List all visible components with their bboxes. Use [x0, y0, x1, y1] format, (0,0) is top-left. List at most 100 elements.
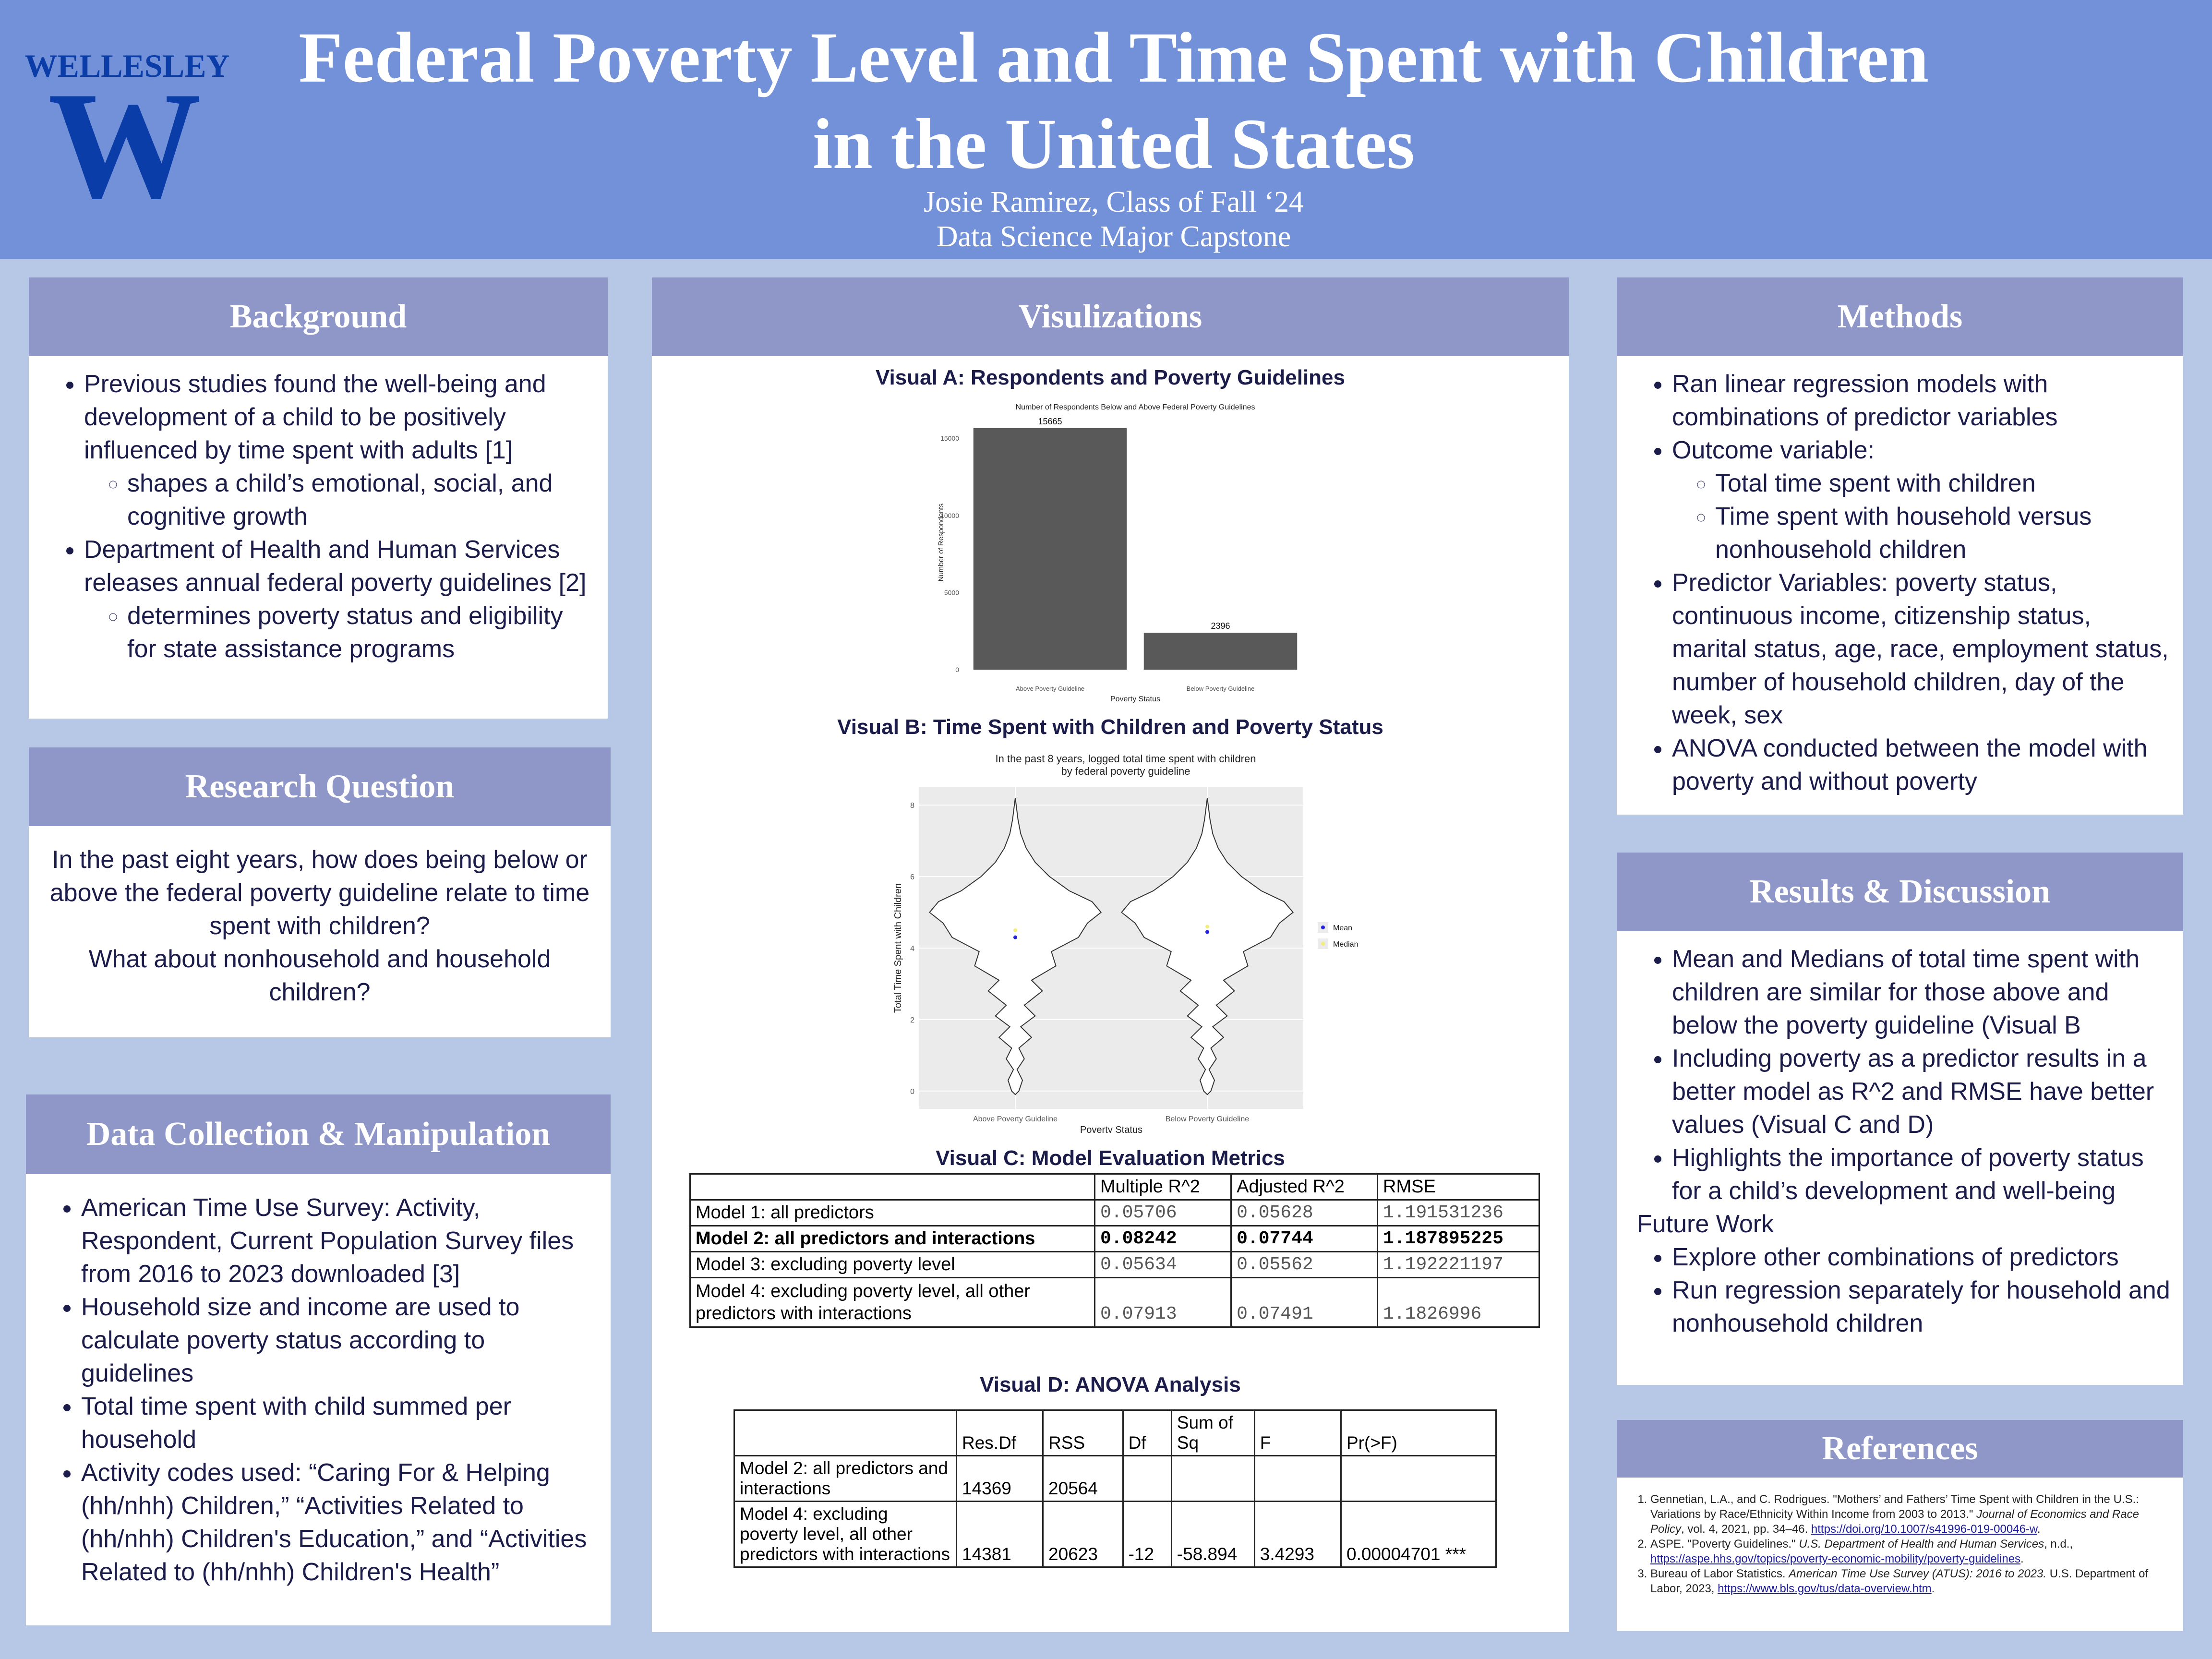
reference-item: Gennetian, L.A., and C. Rodrigues. "Moth… [1650, 1492, 2164, 1537]
reference-link[interactable]: https://doi.org/10.1007/s41996-019-00046… [1811, 1523, 2037, 1536]
table-cell [1253, 1455, 1342, 1502]
table-cell: 1.191531236 [1377, 1199, 1540, 1226]
respondents-bar-chart: Number of Respondents Below and Above Fe… [937, 403, 1298, 703]
data-label: 2396 [1211, 621, 1230, 631]
logo-wordmark: WELLESLEY [24, 50, 229, 84]
results-heading: Results & Discussion [1617, 853, 2183, 931]
legend-key [1321, 942, 1325, 946]
row-label: Model 4: excluding poverty level, all ot… [689, 1277, 1095, 1328]
results-panel: Mean and Medians of total time spent wit… [1617, 931, 2183, 1385]
column-header: Adjusted R^2 [1230, 1173, 1379, 1201]
chart-title: Number of Respondents Below and Above Fe… [1016, 403, 1255, 411]
column-header: RSS [1042, 1409, 1124, 1456]
data-collection-panel: American Time Use Survey: Activity, Resp… [26, 1174, 611, 1625]
row-label: Model 3: excluding poverty level [689, 1251, 1095, 1278]
bar [1143, 633, 1298, 670]
author-name: Josie Ramirez, Class of Fall ‘24 [923, 186, 1304, 218]
table-header-row: Multiple R^2 Adjusted R^2 RMSE [689, 1173, 1540, 1201]
wellesley-logo: WELLESLEY W [24, 50, 229, 204]
x-tick-label: Above Poverty Guideline [973, 1115, 1058, 1123]
y-tick-label: 0 [955, 666, 959, 673]
y-tick-label: 0 [910, 1088, 914, 1096]
reference-item: ASPE. "Poverty Guidelines." U.S. Departm… [1650, 1537, 2164, 1566]
legend-label: Mean [1333, 924, 1352, 932]
title-line-2: in the United States [812, 104, 1415, 184]
methods-item: Outcome variable: Total time spent with … [1672, 434, 2169, 566]
column-header: Res.Df [955, 1409, 1044, 1456]
row-label: Model 1: all predictors [689, 1199, 1095, 1226]
table-cell: 0.05706 [1094, 1199, 1232, 1226]
author-block: Josie Ramirez, Class of Fall ‘24 Data Sc… [624, 185, 1603, 254]
column-header: Multiple R^2 [1094, 1173, 1232, 1201]
methods-item: Ran linear regression models with combin… [1672, 368, 2169, 434]
title-line-1: Federal Poverty Level and Time Spent wit… [299, 18, 1929, 97]
table-cell: 20623 [1042, 1501, 1124, 1568]
column-header: Sum of Sq [1170, 1409, 1255, 1456]
data-collection-item: Activity codes used: “Caring For & Helpi… [81, 1456, 596, 1589]
methods-item: Predictor Variables: poverty status, con… [1672, 566, 2169, 732]
bar [973, 428, 1127, 670]
chart-subtitle: by federal poverty guideline [1061, 765, 1190, 777]
research-question-1: In the past eight years, how does being … [49, 846, 590, 940]
visual-b-title: Visual B: Time Spent with Children and P… [837, 715, 1383, 739]
table-row: Model 4: excluding poverty level, all ot… [733, 1501, 1497, 1568]
data-collection-item: Total time spent with child summed per h… [81, 1390, 596, 1456]
table-cell: 0.05628 [1230, 1199, 1379, 1226]
table-cell [1340, 1455, 1497, 1502]
future-work-label: Future Work [1637, 1210, 1774, 1238]
background-heading: Background [29, 277, 608, 356]
violin-shape [1120, 798, 1294, 1095]
results-item: Mean and Medians of total time spent wit… [1672, 943, 2169, 1042]
table-cell: -58.894 [1170, 1501, 1255, 1568]
data-collection-item: American Time Use Survey: Activity, Resp… [81, 1191, 596, 1291]
table-row: Model 4: excluding poverty level, all ot… [689, 1277, 1540, 1328]
column-header: F [1253, 1409, 1342, 1456]
table-cell: 0.07491 [1230, 1277, 1379, 1328]
x-axis-label: Poverty Status [1110, 695, 1160, 703]
results-item: Including poverty as a predictor results… [1672, 1042, 2169, 1142]
research-question-panel: In the past eight years, how does being … [29, 826, 611, 1037]
visual-d-title: Visual D: ANOVA Analysis [980, 1373, 1241, 1396]
background-subitem: determines poverty status and eligibilit… [127, 600, 589, 666]
table-cell: -12 [1122, 1501, 1172, 1568]
background-subitem: shapes a child’s emotional, social, and … [127, 467, 589, 533]
y-tick-label: 6 [910, 873, 914, 881]
future-work-item: Run regression separately for household … [1672, 1274, 2183, 1340]
table-row: Model 2: all predictors and interactions… [733, 1455, 1497, 1502]
anova-table: Res.Df RSS Df Sum of Sq F Pr(>F) Model 2… [733, 1409, 1497, 1568]
point-mean [1205, 930, 1209, 934]
table-cell: 14381 [955, 1501, 1044, 1568]
reference-link[interactable]: https://aspe.hhs.gov/topics/poverty-econ… [1650, 1552, 2021, 1565]
y-tick-label: 2 [910, 1016, 914, 1024]
table-cell: 0.07913 [1094, 1277, 1232, 1328]
y-tick-label: 15000 [940, 434, 959, 442]
reference-link[interactable]: https://www.bls.gov/tus/data-overview.ht… [1718, 1582, 1932, 1595]
y-axis-label: Number of Respondents [937, 504, 945, 582]
background-item: Previous studies found the well-being an… [84, 368, 589, 533]
point-median [1205, 925, 1209, 929]
table-cell: 1.187895225 [1377, 1225, 1540, 1252]
table-row: Model 3: excluding poverty level 0.05634… [689, 1251, 1540, 1278]
background-item: Department of Health and Human Services … [84, 533, 589, 666]
visual-a-title: Visual A: Respondents and Poverty Guidel… [875, 366, 1345, 389]
methods-panel: Ran linear regression models with combin… [1617, 356, 2183, 815]
x-tick-label: Below Poverty Guideline [1187, 685, 1255, 692]
column-header: Pr(>F) [1340, 1409, 1497, 1456]
y-tick-label: 8 [910, 802, 914, 810]
references-heading: References [1617, 1420, 2183, 1478]
row-label: Model 2: all predictors and interactions [733, 1455, 957, 1502]
table-cell [1170, 1455, 1255, 1502]
results-item: Highlights the importance of poverty sta… [1672, 1142, 2169, 1208]
table-cell: 0.05634 [1094, 1251, 1232, 1278]
future-work-item: Explore other combinations of predictors [1672, 1241, 2183, 1274]
table-row-highlight: Model 2: all predictors and interactions… [689, 1225, 1540, 1252]
table-cell: 20564 [1042, 1455, 1124, 1502]
logo-letter: W [48, 60, 202, 204]
visual-c-title: Visual C: Model Evaluation Metrics [936, 1146, 1285, 1170]
table-cell: 1.192221197 [1377, 1251, 1540, 1278]
legend-key [1321, 926, 1325, 929]
point-median [1013, 928, 1017, 932]
table-cell: 0.08242 [1094, 1225, 1232, 1252]
y-tick-label: 5000 [944, 589, 959, 596]
time-spent-violin-chart: In the past 8 years, logged total time s… [893, 753, 1358, 1133]
